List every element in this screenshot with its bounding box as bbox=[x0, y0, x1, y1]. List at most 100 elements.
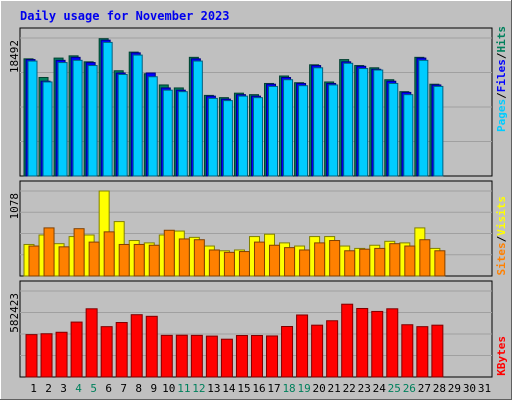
pages-bar-day-14 bbox=[222, 100, 233, 177]
sites-bar-day-16 bbox=[253, 241, 265, 277]
x-tick-label: 30 bbox=[463, 382, 476, 395]
kbytes-bar-day-2 bbox=[40, 333, 53, 378]
sites-bar-day-1 bbox=[28, 245, 40, 277]
sites-bar-day-19 bbox=[299, 249, 311, 277]
pages-bar-day-27 bbox=[418, 59, 429, 177]
x-tick-label: 23 bbox=[358, 382, 371, 395]
x-tick-label: 3 bbox=[60, 382, 67, 395]
bottom-panel: 582423 bbox=[8, 280, 493, 378]
pages-bar-day-12 bbox=[192, 60, 203, 177]
pages-bar-day-7 bbox=[117, 74, 128, 177]
middle-legend: Sites/Visits bbox=[495, 196, 508, 276]
kbytes-bar-day-6 bbox=[100, 326, 113, 378]
kbytes-bar-day-25 bbox=[386, 308, 399, 378]
sites-bar-day-21 bbox=[329, 240, 341, 277]
kbytes-bar-day-7 bbox=[115, 322, 128, 378]
x-tick-label: 16 bbox=[252, 382, 265, 395]
sites-bar-day-14 bbox=[223, 251, 235, 277]
kbytes-bar-day-10 bbox=[160, 334, 173, 378]
sites-bar-day-5 bbox=[88, 241, 100, 277]
kbytes-bar-day-11 bbox=[175, 334, 188, 378]
kbytes-bar-day-27 bbox=[416, 326, 429, 378]
x-tick-label: 1 bbox=[30, 382, 37, 395]
x-tick-label: 14 bbox=[222, 382, 236, 395]
sites-bar-day-10 bbox=[163, 229, 175, 277]
kbytes-bar-day-14 bbox=[220, 338, 233, 378]
pages-bar-day-13 bbox=[207, 97, 218, 177]
kbytes-bar-day-21 bbox=[326, 320, 339, 378]
pages-bar-day-4 bbox=[72, 59, 83, 177]
series-sites bbox=[28, 227, 446, 277]
pages-bar-day-20 bbox=[313, 67, 324, 177]
pages-bar-day-10 bbox=[162, 89, 173, 177]
x-tick-label: 5 bbox=[90, 382, 97, 395]
bottom-legend-part: KBytes bbox=[495, 336, 508, 376]
sites-bar-day-28 bbox=[434, 250, 446, 277]
pages-bar-day-2 bbox=[42, 81, 53, 177]
x-tick-label: 7 bbox=[120, 382, 127, 395]
pages-bar-day-18 bbox=[283, 79, 294, 177]
x-tick-label: 11 bbox=[177, 382, 190, 395]
x-tick-label: 4 bbox=[75, 382, 82, 395]
x-tick-label: 27 bbox=[418, 382, 431, 395]
pages-bar-day-23 bbox=[358, 68, 369, 177]
series-kbytes bbox=[25, 303, 444, 378]
sites-bar-day-27 bbox=[419, 239, 431, 277]
middle-legend-part: / bbox=[495, 235, 508, 242]
pages-bar-day-25 bbox=[388, 82, 399, 177]
pages-bar-day-16 bbox=[252, 97, 263, 177]
x-tick-label: 25 bbox=[388, 382, 401, 395]
kbytes-bar-day-1 bbox=[25, 334, 38, 378]
top-legend-part: Files bbox=[495, 59, 508, 92]
x-axis-labels: 1 2 3 4 5 6 7 8 9 10 11 12 13 14 15 16 17 18 19 20 21 22 23 24 2… bbox=[30, 382, 491, 395]
pages-bar-day-8 bbox=[132, 54, 143, 177]
sites-bar-day-11 bbox=[178, 238, 190, 277]
x-tick-label: 8 bbox=[135, 382, 142, 395]
x-tick-label: 29 bbox=[448, 382, 461, 395]
sites-bar-day-6 bbox=[103, 231, 115, 277]
kbytes-bar-day-15 bbox=[235, 335, 248, 378]
kbytes-bar-day-3 bbox=[55, 331, 68, 378]
x-tick-label: 12 bbox=[192, 382, 205, 395]
kbytes-bar-day-19 bbox=[296, 314, 309, 378]
sites-bar-day-9 bbox=[148, 244, 160, 277]
pages-bar-day-15 bbox=[237, 95, 248, 177]
sites-bar-day-22 bbox=[344, 250, 356, 277]
sites-bar-day-26 bbox=[404, 245, 416, 277]
kbytes-bar-day-8 bbox=[130, 314, 143, 378]
sites-bar-day-20 bbox=[314, 242, 326, 277]
middle-legend-part: Sites bbox=[495, 242, 508, 275]
pages-bar-day-22 bbox=[343, 62, 354, 177]
x-tick-label: 24 bbox=[373, 382, 387, 395]
x-tick-label: 9 bbox=[150, 382, 157, 395]
x-tick-label: 6 bbox=[105, 382, 112, 395]
kbytes-bar-day-16 bbox=[250, 335, 263, 378]
top-panel: 18492 bbox=[8, 27, 493, 177]
sites-bar-day-23 bbox=[359, 248, 371, 277]
middle-ymax-label: 1078 bbox=[8, 193, 21, 220]
pages-bar-day-19 bbox=[298, 85, 309, 177]
pages-bar-day-1 bbox=[27, 60, 38, 177]
x-tick-label: 2 bbox=[45, 382, 52, 395]
pages-bar-day-9 bbox=[147, 76, 158, 177]
sites-bar-day-12 bbox=[193, 239, 205, 277]
kbytes-bar-day-24 bbox=[371, 310, 384, 378]
sites-bar-day-24 bbox=[374, 247, 386, 277]
x-tick-label: 28 bbox=[433, 382, 446, 395]
sites-bar-day-17 bbox=[269, 244, 281, 277]
top-legend-part: / bbox=[495, 52, 508, 59]
sites-bar-day-25 bbox=[389, 243, 401, 277]
sites-bar-day-8 bbox=[133, 243, 145, 277]
pages-bar-day-3 bbox=[57, 62, 68, 177]
sites-bar-day-4 bbox=[73, 228, 85, 277]
pages-bar-day-28 bbox=[433, 85, 444, 177]
top-ymax-label: 18492 bbox=[8, 40, 21, 73]
x-tick-label: 31 bbox=[478, 382, 491, 395]
kbytes-bar-day-22 bbox=[341, 303, 354, 378]
kbytes-bar-day-20 bbox=[311, 324, 324, 378]
kbytes-bar-day-5 bbox=[85, 308, 98, 378]
pages-bar-day-24 bbox=[373, 69, 384, 177]
sites-bar-day-7 bbox=[118, 243, 130, 277]
